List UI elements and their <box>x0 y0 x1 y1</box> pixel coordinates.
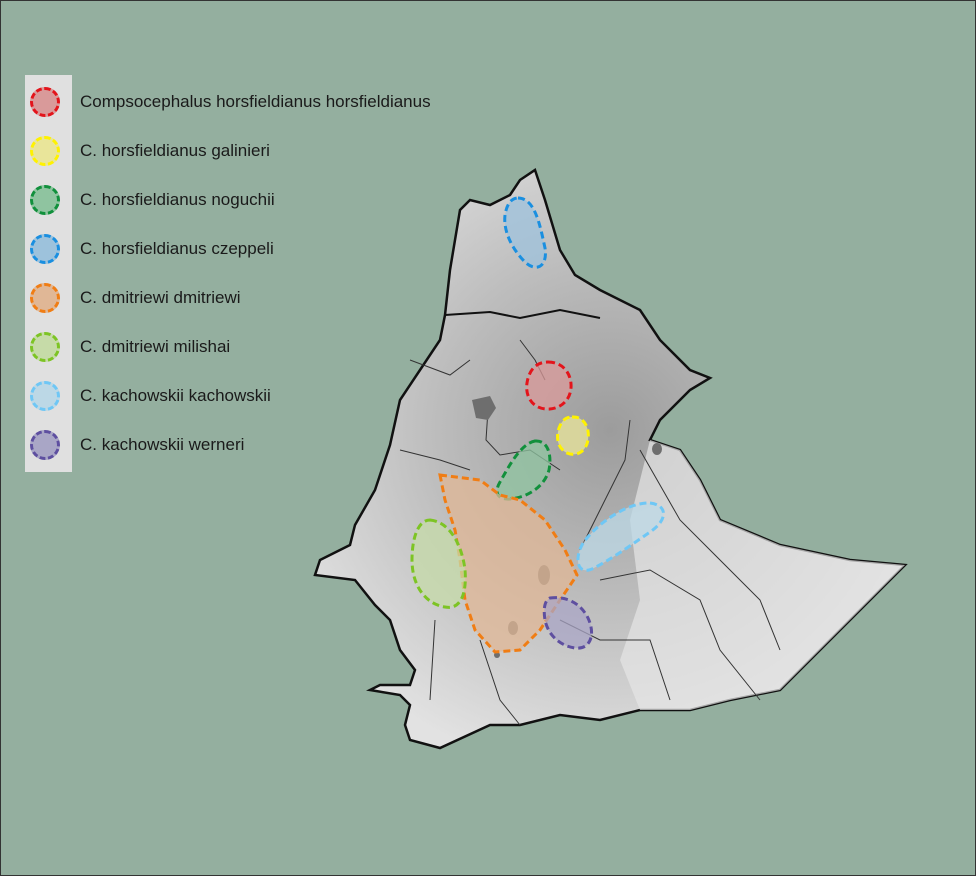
legend-label: C. horsfieldianus noguchii <box>80 190 275 209</box>
range-czeppeli <box>503 196 547 269</box>
range-milishai <box>410 518 467 609</box>
legend-swatch <box>30 430 60 460</box>
legend-swatch <box>30 185 60 215</box>
range-werneri <box>542 596 593 650</box>
legend-swatch <box>30 87 60 117</box>
legend-item: C. horsfieldianus noguchii <box>28 180 275 220</box>
legend-label: C. horsfieldianus czeppeli <box>80 239 274 258</box>
legend-swatch <box>30 381 60 411</box>
legend-item: C. horsfieldianus galinieri <box>28 131 270 171</box>
legend-label: Compsocephalus horsfieldianus horsfieldi… <box>80 92 431 111</box>
legend-item: C. horsfieldianus czeppeli <box>28 229 274 269</box>
legend-item: Compsocephalus horsfieldianus horsfieldi… <box>28 82 431 122</box>
legend-swatch <box>30 283 60 313</box>
legend-label: C. horsfieldianus galinieri <box>80 141 270 160</box>
legend-item: C. kachowskii werneri <box>28 425 244 465</box>
rivers <box>399 339 781 726</box>
legend-item: C. dmitriewi milishai <box>28 327 230 367</box>
country-outline <box>313 168 908 750</box>
legend-swatch <box>30 234 60 264</box>
legend-swatch <box>30 136 60 166</box>
legend-item: C. kachowskii kachowskii <box>28 376 271 416</box>
range-kachowskii <box>576 501 665 572</box>
range-horsfieldianus <box>525 360 573 411</box>
eastern-lowlands-relief <box>620 440 905 710</box>
legend-swatch <box>30 332 60 362</box>
legend-label: C. kachowskii kachowskii <box>80 386 271 405</box>
legend-label: C. kachowskii werneri <box>80 435 245 454</box>
legend-item: C. dmitriewi dmitriewi <box>28 278 241 318</box>
legend-label: C. dmitriewi dmitriewi <box>80 288 241 307</box>
legend-label: C. dmitriewi milishai <box>80 337 231 356</box>
regional-border <box>444 308 601 320</box>
range-galinieri <box>556 415 590 456</box>
